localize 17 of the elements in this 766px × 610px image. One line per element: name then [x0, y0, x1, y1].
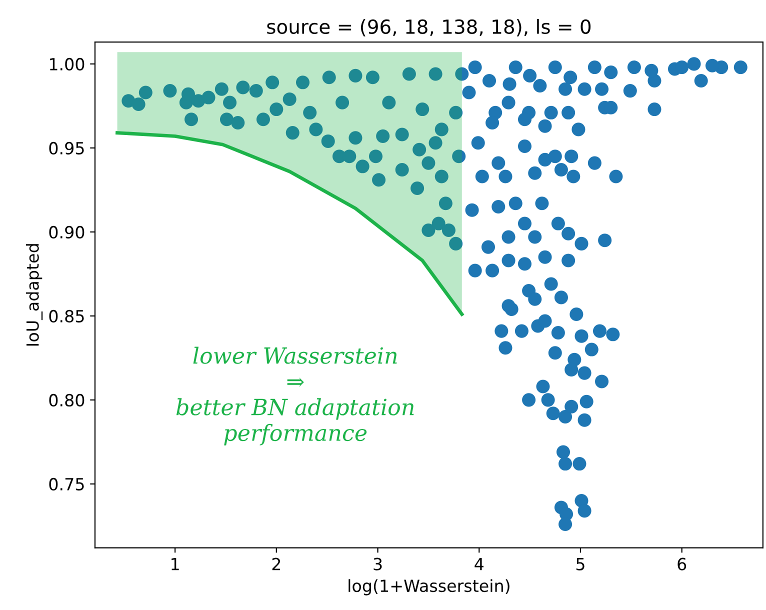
y-tick-label: 0.80	[49, 394, 84, 407]
y-axis-title: IoU_adapted	[26, 244, 43, 346]
y-tick-label: 0.75	[49, 478, 84, 491]
annotation: lower Wasserstein ⇒ better BN adaptation performance	[176, 346, 414, 446]
x-tick-label: 5	[576, 558, 584, 570]
y-tick-label: 0.95	[49, 142, 84, 154]
x-tick-label: 3	[374, 558, 382, 570]
x-tick-label: 6	[678, 558, 686, 570]
x-axis-title: log(1+Wasserstein)	[348, 579, 510, 596]
x-tick-label: 2	[272, 558, 280, 570]
y-tick-label: 0.90	[49, 226, 84, 239]
x-tick-label: 4	[474, 558, 484, 570]
y-tick-label: 1.00	[50, 58, 84, 70]
x-tick-label: 1	[172, 558, 179, 570]
y-tick-label: 0.85	[49, 310, 84, 323]
chart-title: source = (96, 18, 138, 18), ls = 0	[267, 18, 591, 36]
line-series	[116, 131, 464, 316]
